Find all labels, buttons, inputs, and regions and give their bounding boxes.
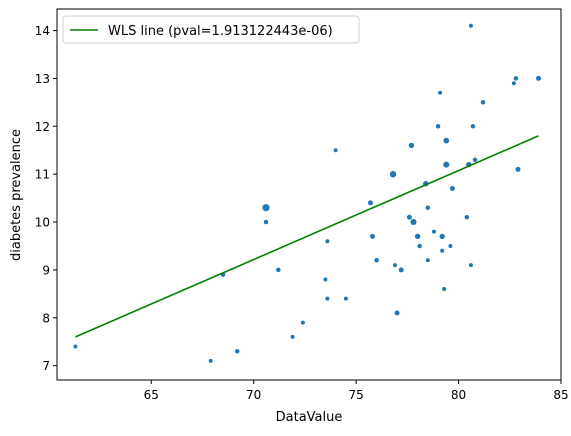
data-point-46 bbox=[480, 100, 486, 105]
data-point-48 bbox=[513, 76, 519, 81]
data-point-9 bbox=[300, 320, 305, 325]
data-point-45 bbox=[472, 157, 478, 163]
y-tick-label-9: 9 bbox=[42, 263, 50, 277]
data-point-8 bbox=[290, 334, 295, 339]
data-point-34 bbox=[440, 248, 445, 253]
x-tick-label-85: 85 bbox=[553, 388, 568, 402]
data-point-17 bbox=[374, 258, 379, 263]
data-point-10 bbox=[323, 277, 328, 282]
data-point-20 bbox=[394, 310, 400, 316]
data-point-6 bbox=[263, 219, 269, 225]
data-point-38 bbox=[448, 244, 453, 248]
y-tick-label-14: 14 bbox=[35, 24, 50, 38]
legend: WLS line (pval=1.913122443e-06) bbox=[62, 15, 360, 44]
wls-regression-line bbox=[75, 135, 539, 338]
y-tick-label-10: 10 bbox=[35, 216, 50, 230]
data-point-1 bbox=[73, 344, 78, 349]
x-axis-ticks: 65 70 75 80 85 bbox=[144, 380, 569, 402]
data-point-30 bbox=[432, 229, 436, 234]
data-point-33 bbox=[439, 233, 445, 240]
data-point-50 bbox=[536, 75, 541, 81]
data-point-49 bbox=[515, 166, 521, 172]
data-point-15 bbox=[368, 200, 373, 206]
x-tick-label-70: 70 bbox=[246, 388, 261, 402]
data-point-2 bbox=[208, 358, 213, 363]
x-axis-label: DataValue bbox=[276, 410, 343, 425]
y-tick-label-7: 7 bbox=[42, 359, 50, 373]
data-point-37 bbox=[443, 161, 450, 168]
legend-box bbox=[62, 15, 360, 44]
y-tick-label-8: 8 bbox=[42, 311, 50, 325]
data-point-14 bbox=[343, 296, 348, 301]
y-tick-label-11: 11 bbox=[35, 168, 50, 182]
data-point-26 bbox=[417, 243, 422, 249]
data-point-11 bbox=[325, 239, 330, 244]
data-point-36 bbox=[443, 137, 450, 144]
x-tick-label-80: 80 bbox=[451, 388, 466, 402]
data-point-29 bbox=[425, 258, 430, 263]
x-tick-label-65: 65 bbox=[144, 388, 159, 402]
data-point-39 bbox=[449, 186, 455, 191]
scatter-points bbox=[73, 23, 541, 363]
data-point-23 bbox=[408, 142, 415, 149]
data-point-31 bbox=[435, 124, 441, 129]
y-tick-label-13: 13 bbox=[35, 72, 50, 86]
data-point-4 bbox=[235, 349, 240, 354]
data-point-42 bbox=[468, 263, 473, 268]
regression-line-group bbox=[75, 135, 539, 338]
x-tick-label-75: 75 bbox=[348, 388, 363, 402]
data-point-18 bbox=[389, 171, 397, 178]
data-point-5 bbox=[262, 204, 270, 212]
data-point-16 bbox=[370, 233, 375, 239]
data-point-28 bbox=[425, 205, 431, 210]
data-point-43 bbox=[468, 23, 473, 28]
data-point-13 bbox=[333, 148, 338, 153]
data-point-21 bbox=[398, 267, 404, 273]
data-point-24 bbox=[410, 218, 417, 226]
data-point-35 bbox=[442, 287, 447, 291]
data-point-32 bbox=[438, 90, 443, 95]
data-point-40 bbox=[464, 214, 470, 220]
legend-label: WLS line (pval=1.913122443e-06) bbox=[108, 24, 333, 39]
data-point-19 bbox=[393, 263, 397, 268]
y-axis-ticks: 7 8 9 10 11 12 13 14 bbox=[35, 24, 57, 373]
plot-frame bbox=[56, 8, 562, 381]
data-point-12 bbox=[325, 296, 330, 301]
data-point-47 bbox=[511, 81, 516, 86]
data-point-25 bbox=[414, 233, 421, 240]
data-point-44 bbox=[470, 124, 476, 129]
data-point-22 bbox=[406, 214, 412, 220]
data-point-7 bbox=[276, 267, 281, 273]
y-tick-label-12: 12 bbox=[35, 120, 50, 134]
y-axis-label: diabetes prevalence bbox=[9, 129, 24, 261]
